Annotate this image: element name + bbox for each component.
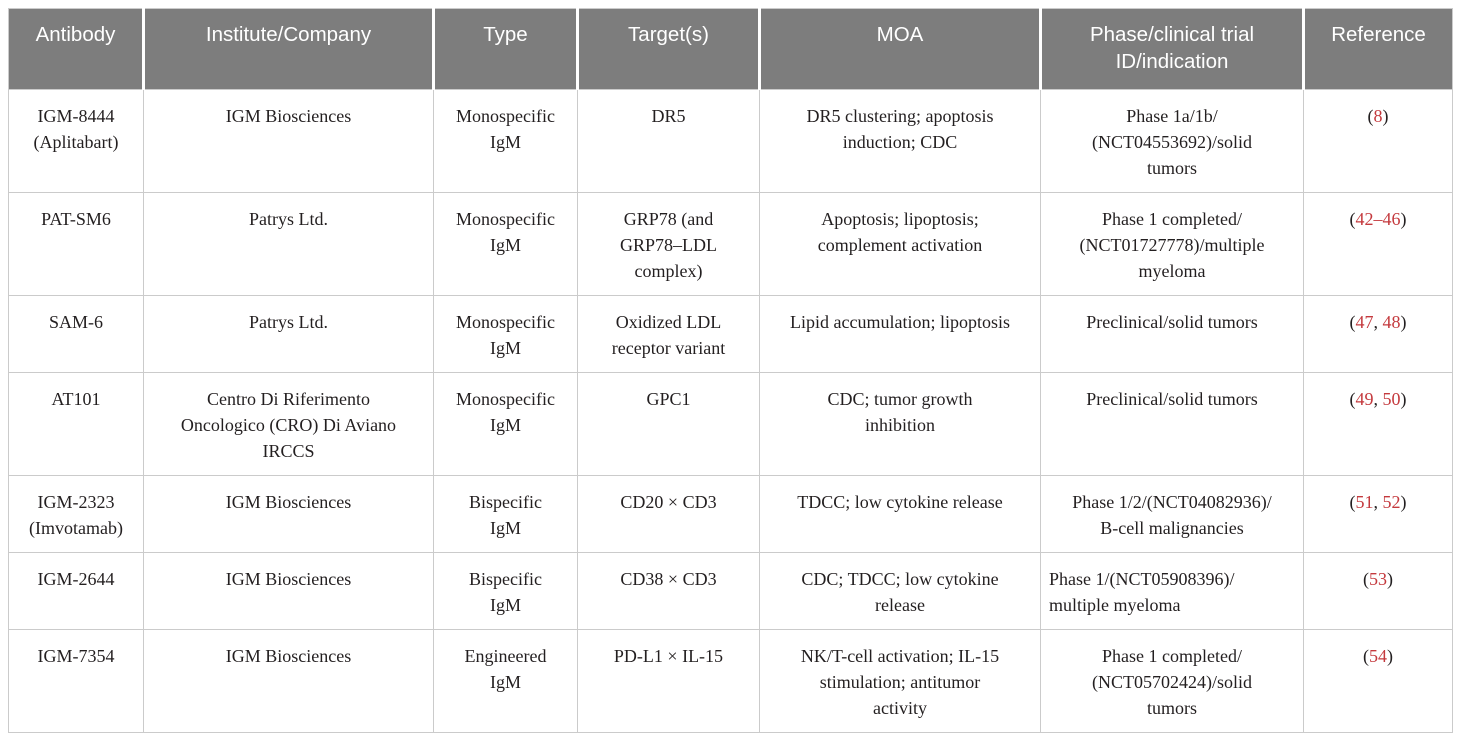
citation-link[interactable]: 47 — [1355, 312, 1374, 332]
cell-moa: Apoptosis; lipoptosis; complement activa… — [759, 192, 1041, 296]
cell-phase: Phase 1/(NCT05908396)/ multiple myeloma — [1040, 552, 1304, 630]
header-row: Antibody Institute/Company Type Target(s) MO… — [8, 8, 1453, 90]
citation-link[interactable]: 52 — [1382, 492, 1401, 512]
cell-institute: IGM Biosciences — [143, 629, 434, 733]
cell-institute: IGM Biosciences — [143, 89, 434, 193]
citation-punctuation: ( — [1349, 312, 1356, 332]
citation-link[interactable]: 8 — [1373, 106, 1383, 126]
citation-punctuation: ( — [1363, 569, 1369, 589]
cell-institute: Centro Di Riferimento Oncologico (CRO) D… — [143, 372, 434, 476]
cell-moa: CDC; TDCC; low cytokine release — [759, 552, 1041, 630]
citation-link[interactable]: 42–46 — [1355, 209, 1401, 229]
cell-antibody: IGM-8444 (Aplitabart) — [8, 89, 144, 193]
column-header-type: Type — [432, 8, 578, 90]
cell-type: Engineered IgM — [433, 629, 578, 733]
cell-type: Monospecific IgM — [433, 192, 578, 296]
column-header-targets: Target(s) — [576, 8, 760, 90]
column-header-reference: Reference — [1302, 8, 1453, 90]
cell-phase: Phase 1 completed/ (NCT01727778)/multipl… — [1040, 192, 1304, 296]
cell-targets: DR5 — [577, 89, 760, 193]
cell-phase: Preclinical/solid tumors — [1040, 295, 1304, 373]
citation-punctuation: ) — [1382, 106, 1389, 126]
cell-antibody: IGM-2644 — [8, 552, 144, 630]
table-row: IGM-8444 (Aplitabart) IGM Biosciences Mono… — [8, 89, 1453, 193]
citation-punctuation: ) — [1400, 492, 1407, 512]
cell-reference: (51, 52) — [1303, 475, 1453, 553]
cell-targets: Oxidized LDL receptor variant — [577, 295, 760, 373]
column-header-phase: Phase/clinical trial ID/indication — [1039, 8, 1304, 90]
cell-type: Bispecific IgM — [433, 475, 578, 553]
cell-antibody: IGM-7354 — [8, 629, 144, 733]
table-row: SAM-6 Patrys Ltd. Monospecific IgM Oxidized… — [8, 295, 1453, 373]
cell-institute: Patrys Ltd. — [143, 295, 434, 373]
cell-targets: CD38 × CD3 — [577, 552, 760, 630]
citation-punctuation: ( — [1349, 389, 1356, 409]
citation-link[interactable]: 48 — [1382, 312, 1401, 332]
table-row: AT101 Centro Di Riferimento Oncologico (C… — [8, 372, 1453, 476]
citation-punctuation: ( — [1363, 646, 1369, 666]
citation-punctuation: ( — [1349, 492, 1356, 512]
cell-institute: Patrys Ltd. — [143, 192, 434, 296]
citation-punctuation: ( — [1349, 209, 1356, 229]
table-row: IGM-2644 IGM Biosciences Bispecific IgM CD3… — [8, 552, 1453, 630]
cell-antibody: SAM-6 — [8, 295, 144, 373]
cell-institute: IGM Biosciences — [143, 552, 434, 630]
antibody-table: Antibody Institute/Company Type Target(s) MO… — [8, 8, 1453, 733]
cell-type: Bispecific IgM — [433, 552, 578, 630]
cell-reference: (8) — [1303, 89, 1453, 193]
cell-reference: (42–46) — [1303, 192, 1453, 296]
cell-phase: Phase 1 completed/ (NCT05702424)/solid t… — [1040, 629, 1304, 733]
citation-punctuation: ) — [1387, 646, 1393, 666]
cell-type: Monospecific IgM — [433, 372, 578, 476]
table-body: IGM-8444 (Aplitabart) IGM Biosciences Mono… — [8, 89, 1453, 733]
cell-reference: (47, 48) — [1303, 295, 1453, 373]
cell-phase: Phase 1/2/(NCT04082936)/ B-cell malignan… — [1040, 475, 1304, 553]
table-row: IGM-7354 IGM Biosciences Engineered IgM PD-… — [8, 629, 1453, 733]
cell-reference: (53) — [1303, 552, 1453, 630]
citation-punctuation: ) — [1400, 389, 1407, 409]
citation-punctuation: ) — [1400, 312, 1407, 332]
column-header-antibody: Antibody — [8, 8, 144, 90]
cell-phase: Phase 1a/1b/ (NCT04553692)/solid tumors — [1040, 89, 1304, 193]
citation-link[interactable]: 53 — [1369, 569, 1387, 589]
citation-link[interactable]: 50 — [1382, 389, 1401, 409]
cell-targets: GPC1 — [577, 372, 760, 476]
cell-phase: Preclinical/solid tumors — [1040, 372, 1304, 476]
cell-type: Monospecific IgM — [433, 89, 578, 193]
cell-targets: PD-L1 × IL-15 — [577, 629, 760, 733]
cell-moa: CDC; tumor growth inhibition — [759, 372, 1041, 476]
cell-antibody: AT101 — [8, 372, 144, 476]
cell-moa: Lipid accumulation; lipoptosis — [759, 295, 1041, 373]
cell-targets: CD20 × CD3 — [577, 475, 760, 553]
cell-antibody: PAT-SM6 — [8, 192, 144, 296]
cell-moa: TDCC; low cytokine release — [759, 475, 1041, 553]
cell-reference: (49, 50) — [1303, 372, 1453, 476]
citation-link[interactable]: 51 — [1355, 492, 1374, 512]
cell-moa: NK/T-cell activation; IL-15 stimulation;… — [759, 629, 1041, 733]
cell-antibody: IGM-2323 (Imvotamab) — [8, 475, 144, 553]
citation-link[interactable]: 49 — [1355, 389, 1374, 409]
cell-targets: GRP78 (and GRP78–LDL complex) — [577, 192, 760, 296]
table-header: Antibody Institute/Company Type Target(s) MO… — [8, 8, 1453, 90]
citation-punctuation: ) — [1387, 569, 1393, 589]
citation-punctuation: ( — [1367, 106, 1374, 126]
cell-reference: (54) — [1303, 629, 1453, 733]
citation-punctuation: ) — [1400, 209, 1407, 229]
citation-punctuation: , — [1373, 312, 1383, 332]
citation-punctuation: , — [1373, 492, 1383, 512]
cell-moa: DR5 clustering; apoptosis induction; CDC — [759, 89, 1041, 193]
table-row: PAT-SM6 Patrys Ltd. Monospecific IgM GRP78 … — [8, 192, 1453, 296]
cell-institute: IGM Biosciences — [143, 475, 434, 553]
cell-type: Monospecific IgM — [433, 295, 578, 373]
citation-link[interactable]: 54 — [1369, 646, 1387, 666]
table-row: IGM-2323 (Imvotamab) IGM Biosciences Bispe… — [8, 475, 1453, 553]
citation-punctuation: , — [1373, 389, 1383, 409]
column-header-moa: MOA — [758, 8, 1041, 90]
column-header-institute: Institute/Company — [142, 8, 434, 90]
